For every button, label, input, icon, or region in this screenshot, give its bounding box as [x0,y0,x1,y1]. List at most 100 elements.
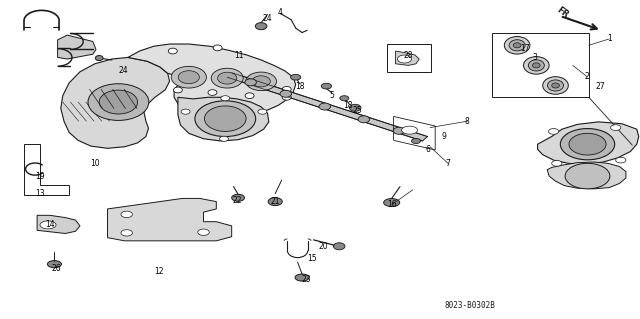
Text: 11: 11 [234,51,243,60]
Text: 28: 28 [404,51,413,60]
Text: 7: 7 [445,159,451,168]
Ellipse shape [208,90,217,95]
Ellipse shape [88,84,149,120]
Ellipse shape [291,74,301,80]
Ellipse shape [548,80,564,91]
Text: 27: 27 [595,82,605,91]
Text: 14: 14 [45,220,55,229]
Ellipse shape [168,48,177,54]
Ellipse shape [99,90,138,114]
Text: 18: 18 [295,82,304,91]
Ellipse shape [282,94,291,100]
Text: 15: 15 [307,254,317,263]
Ellipse shape [321,83,332,89]
Polygon shape [37,215,80,234]
Text: 21: 21 [271,197,280,206]
Ellipse shape [616,157,626,163]
Ellipse shape [524,56,549,74]
Text: 10: 10 [90,159,100,168]
Ellipse shape [384,198,399,207]
Ellipse shape [213,45,222,51]
Ellipse shape [121,211,132,218]
Polygon shape [58,35,96,59]
Text: 16: 16 [387,200,397,209]
Ellipse shape [95,56,103,61]
Ellipse shape [552,160,562,166]
Ellipse shape [173,87,182,93]
Text: 8: 8 [465,117,470,126]
Ellipse shape [246,72,276,91]
Ellipse shape [565,163,610,189]
Ellipse shape [280,90,292,97]
Ellipse shape [195,101,255,137]
Text: 20: 20 [318,242,328,251]
Ellipse shape [258,109,267,114]
Text: 26: 26 [51,264,61,273]
Text: 18: 18 [343,101,352,110]
Ellipse shape [561,129,615,160]
Ellipse shape [393,127,404,134]
Ellipse shape [255,23,267,30]
Text: 13: 13 [35,189,45,198]
Ellipse shape [181,109,190,114]
Ellipse shape [295,274,309,281]
Ellipse shape [172,66,206,88]
Ellipse shape [509,40,525,51]
Ellipse shape [358,116,370,123]
Text: 6: 6 [425,145,430,154]
Text: 4: 4 [278,8,283,17]
Text: 19: 19 [35,172,45,181]
Ellipse shape [178,71,200,84]
Text: 9: 9 [441,132,446,141]
Ellipse shape [121,230,132,236]
Ellipse shape [268,198,282,206]
Ellipse shape [333,243,345,250]
Text: 23: 23 [301,275,311,284]
Polygon shape [128,44,296,116]
Text: 5: 5 [329,91,334,100]
Text: 8023-B0302B: 8023-B0302B [445,301,496,310]
Ellipse shape [245,93,254,99]
Ellipse shape [552,83,559,88]
Polygon shape [396,51,419,65]
Ellipse shape [282,86,291,92]
Ellipse shape [397,55,412,63]
Ellipse shape [569,133,606,155]
Ellipse shape [402,126,418,134]
Text: 1: 1 [607,34,612,43]
Polygon shape [108,198,232,241]
Ellipse shape [232,194,244,201]
Text: 17: 17 [520,44,530,53]
Ellipse shape [221,96,230,101]
Ellipse shape [47,261,61,268]
Ellipse shape [340,96,349,101]
Text: FR.: FR. [555,5,573,22]
Text: 22: 22 [232,197,241,205]
Ellipse shape [198,229,209,235]
Polygon shape [227,73,428,141]
Ellipse shape [504,36,530,54]
Ellipse shape [543,77,568,94]
Ellipse shape [218,72,237,84]
Ellipse shape [252,76,270,87]
Ellipse shape [548,129,559,134]
Text: 12: 12 [154,267,163,276]
Polygon shape [538,122,639,164]
Ellipse shape [319,103,331,110]
Text: 24: 24 [118,66,128,75]
Polygon shape [178,97,269,141]
Ellipse shape [204,106,246,131]
Text: 25: 25 [352,106,362,115]
Ellipse shape [611,125,621,130]
Text: 3: 3 [532,53,538,62]
Bar [387,44,431,72]
Ellipse shape [532,63,540,68]
Ellipse shape [245,79,257,86]
Ellipse shape [220,136,228,141]
Ellipse shape [349,104,361,111]
Polygon shape [61,57,170,148]
Ellipse shape [528,60,544,71]
Ellipse shape [211,68,243,88]
Ellipse shape [40,221,56,229]
Polygon shape [547,162,626,189]
